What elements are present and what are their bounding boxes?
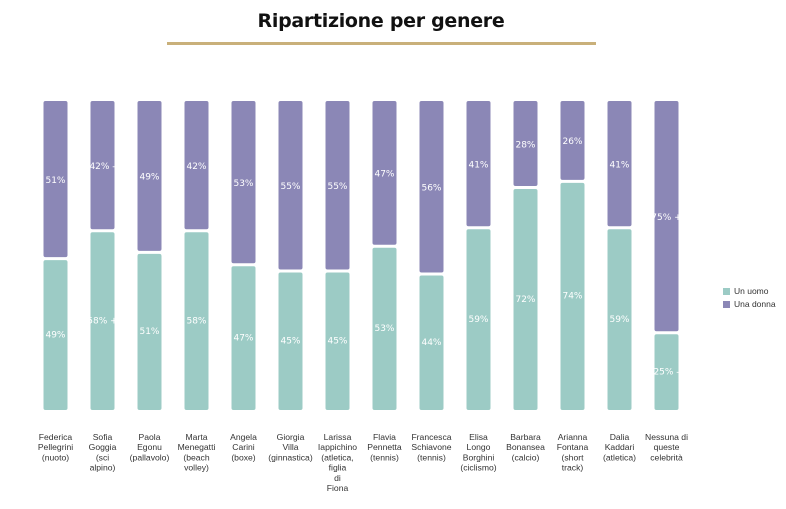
category-label: Francesca Schiavone (tennis) — [411, 432, 451, 462]
legend-label-un-uomo: Un uomo — [734, 286, 769, 296]
category-label: Angela Carini (boxe) — [230, 432, 257, 462]
bar-segment-una-donna — [325, 101, 350, 270]
data-label-un-uomo: 47% — [233, 333, 253, 343]
bar-segment-una-donna — [466, 101, 491, 227]
bar-segment-un-uomo — [231, 266, 256, 410]
bar-segment-una-donna — [654, 101, 679, 332]
category-label: Barbara Bonansea (calcio) — [506, 432, 545, 462]
data-label-una-donna: 42% — [186, 162, 206, 172]
data-label-una-donna: 42% - — [89, 162, 115, 172]
chart-title: Ripartizione per genere — [257, 10, 505, 32]
category-label: Marta Menegatti (beach volley) — [178, 432, 216, 473]
data-label-una-donna: 26% — [562, 137, 582, 147]
data-label-un-uomo: 59% — [468, 315, 488, 325]
data-label-una-donna: 41% — [609, 160, 629, 170]
bar-segment-un-uomo — [560, 182, 585, 410]
data-label-una-donna: 53% — [233, 179, 253, 189]
bar-segment-un-uomo — [325, 272, 350, 410]
data-label-un-uomo: 45% — [280, 336, 300, 346]
category-label: Larissa Iappichino (atletica, figlia di Fiona — [318, 432, 357, 493]
data-label-una-donna: 56% — [421, 184, 441, 194]
bar-segment-un-uomo — [278, 272, 303, 410]
data-label-una-donna: 41% — [468, 160, 488, 170]
data-label-una-donna: 28% — [515, 140, 535, 150]
bar-segment-una-donna — [607, 101, 632, 227]
bar-segment-un-uomo — [654, 334, 679, 410]
data-label-una-donna: 55% — [327, 182, 347, 192]
bar-segment-un-uomo — [466, 229, 491, 410]
category-label: Arianna Fontana (short track) — [557, 432, 589, 473]
bar-segment-una-donna — [90, 101, 115, 230]
bar-segment-una-donna — [278, 101, 303, 270]
legend-swatch-una-donna — [723, 301, 730, 308]
bar-segment-una-donna — [560, 101, 585, 180]
data-label-un-uomo: 45% — [327, 336, 347, 346]
bar-segment-una-donna — [184, 101, 209, 230]
data-label-una-donna: 47% — [374, 170, 394, 180]
bar-segment-un-uomo — [513, 189, 538, 410]
category-label: Federica Pellegrini (nuoto) — [38, 432, 73, 462]
bar-segment-un-uomo — [607, 229, 632, 410]
legend-label-una-donna: Una donna — [734, 299, 776, 309]
data-label-un-uomo: 59% — [609, 315, 629, 325]
data-label-un-uomo: 53% — [374, 324, 394, 334]
category-label: Sofia Goggia (sci alpino) — [89, 432, 117, 473]
category-label: Dalia Kaddari (atletica) — [603, 432, 636, 462]
bar-segment-una-donna — [231, 101, 256, 264]
bar-segment-un-uomo — [372, 247, 397, 410]
bar-segment-un-uomo — [90, 232, 115, 410]
data-label-un-uomo: 72% — [515, 295, 535, 305]
data-label-un-uomo: 51% — [139, 327, 159, 337]
data-label-una-donna: 55% — [280, 182, 300, 192]
data-label-un-uomo: 44% — [421, 338, 441, 348]
title-underline — [167, 42, 596, 45]
category-label: Paola Egonu (pallavolo) — [130, 432, 170, 462]
bar-segment-una-donna — [137, 101, 162, 251]
bar-segment-un-uomo — [419, 275, 444, 410]
data-label-un-uomo: 58% + — [87, 316, 117, 326]
bar-segment-un-uomo — [43, 260, 68, 410]
category-label: Flavia Pennetta (tennis) — [367, 432, 402, 462]
bar-segment-una-donna — [43, 101, 68, 258]
category-label: Elisa Longo Borghini (ciclismo) — [460, 432, 496, 473]
data-label-un-uomo: 25% - — [653, 367, 679, 377]
bar-segment-un-uomo — [184, 232, 209, 410]
data-label-una-donna: 75% + — [651, 213, 681, 223]
bar-segment-un-uomo — [137, 253, 162, 410]
legend-swatch-un-uomo — [723, 288, 730, 295]
data-label-un-uomo: 74% — [562, 292, 582, 302]
category-label: Giorgia Villa (ginnastica) — [268, 432, 313, 462]
data-label-una-donna: 51% — [45, 176, 65, 186]
bar-segment-una-donna — [419, 101, 444, 273]
bar-segment-una-donna — [513, 101, 538, 187]
data-label-un-uomo: 49% — [45, 330, 65, 340]
data-label-un-uomo: 58% — [186, 316, 206, 326]
data-label-una-donna: 49% — [139, 173, 159, 183]
category-label: Nessuna di queste celebrità — [645, 432, 688, 462]
bar-segment-una-donna — [372, 101, 397, 245]
